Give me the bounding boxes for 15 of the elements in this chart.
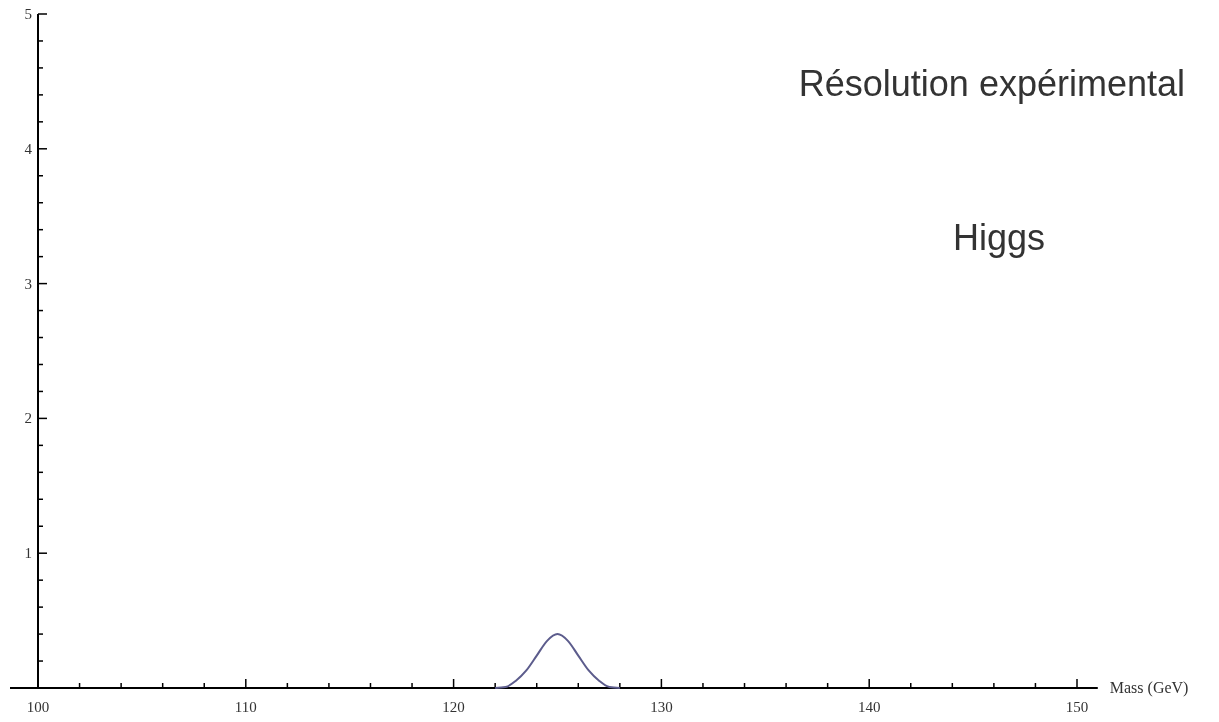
x-tick-label: 100 <box>26 699 50 715</box>
x-tick-label: 140 <box>857 699 881 715</box>
line-series <box>494 633 621 689</box>
annotation: Higgs <box>952 217 1045 258</box>
x-tick-label: 120 <box>442 699 465 715</box>
y-tick-label: 1 <box>24 545 32 562</box>
y-tick-label: 5 <box>24 6 32 22</box>
x-axis-title: Mass (GeV) <box>1109 679 1189 697</box>
x-tick-label: 110 <box>234 699 257 715</box>
x-tick-label: 150 <box>1065 699 1089 715</box>
y-tick-label: 2 <box>24 410 32 427</box>
annotation: Résolution expérimental <box>798 63 1185 104</box>
y-tick-label: 3 <box>24 275 32 292</box>
x-tick-label: 130 <box>650 699 673 715</box>
y-tick-label: 4 <box>24 140 33 157</box>
